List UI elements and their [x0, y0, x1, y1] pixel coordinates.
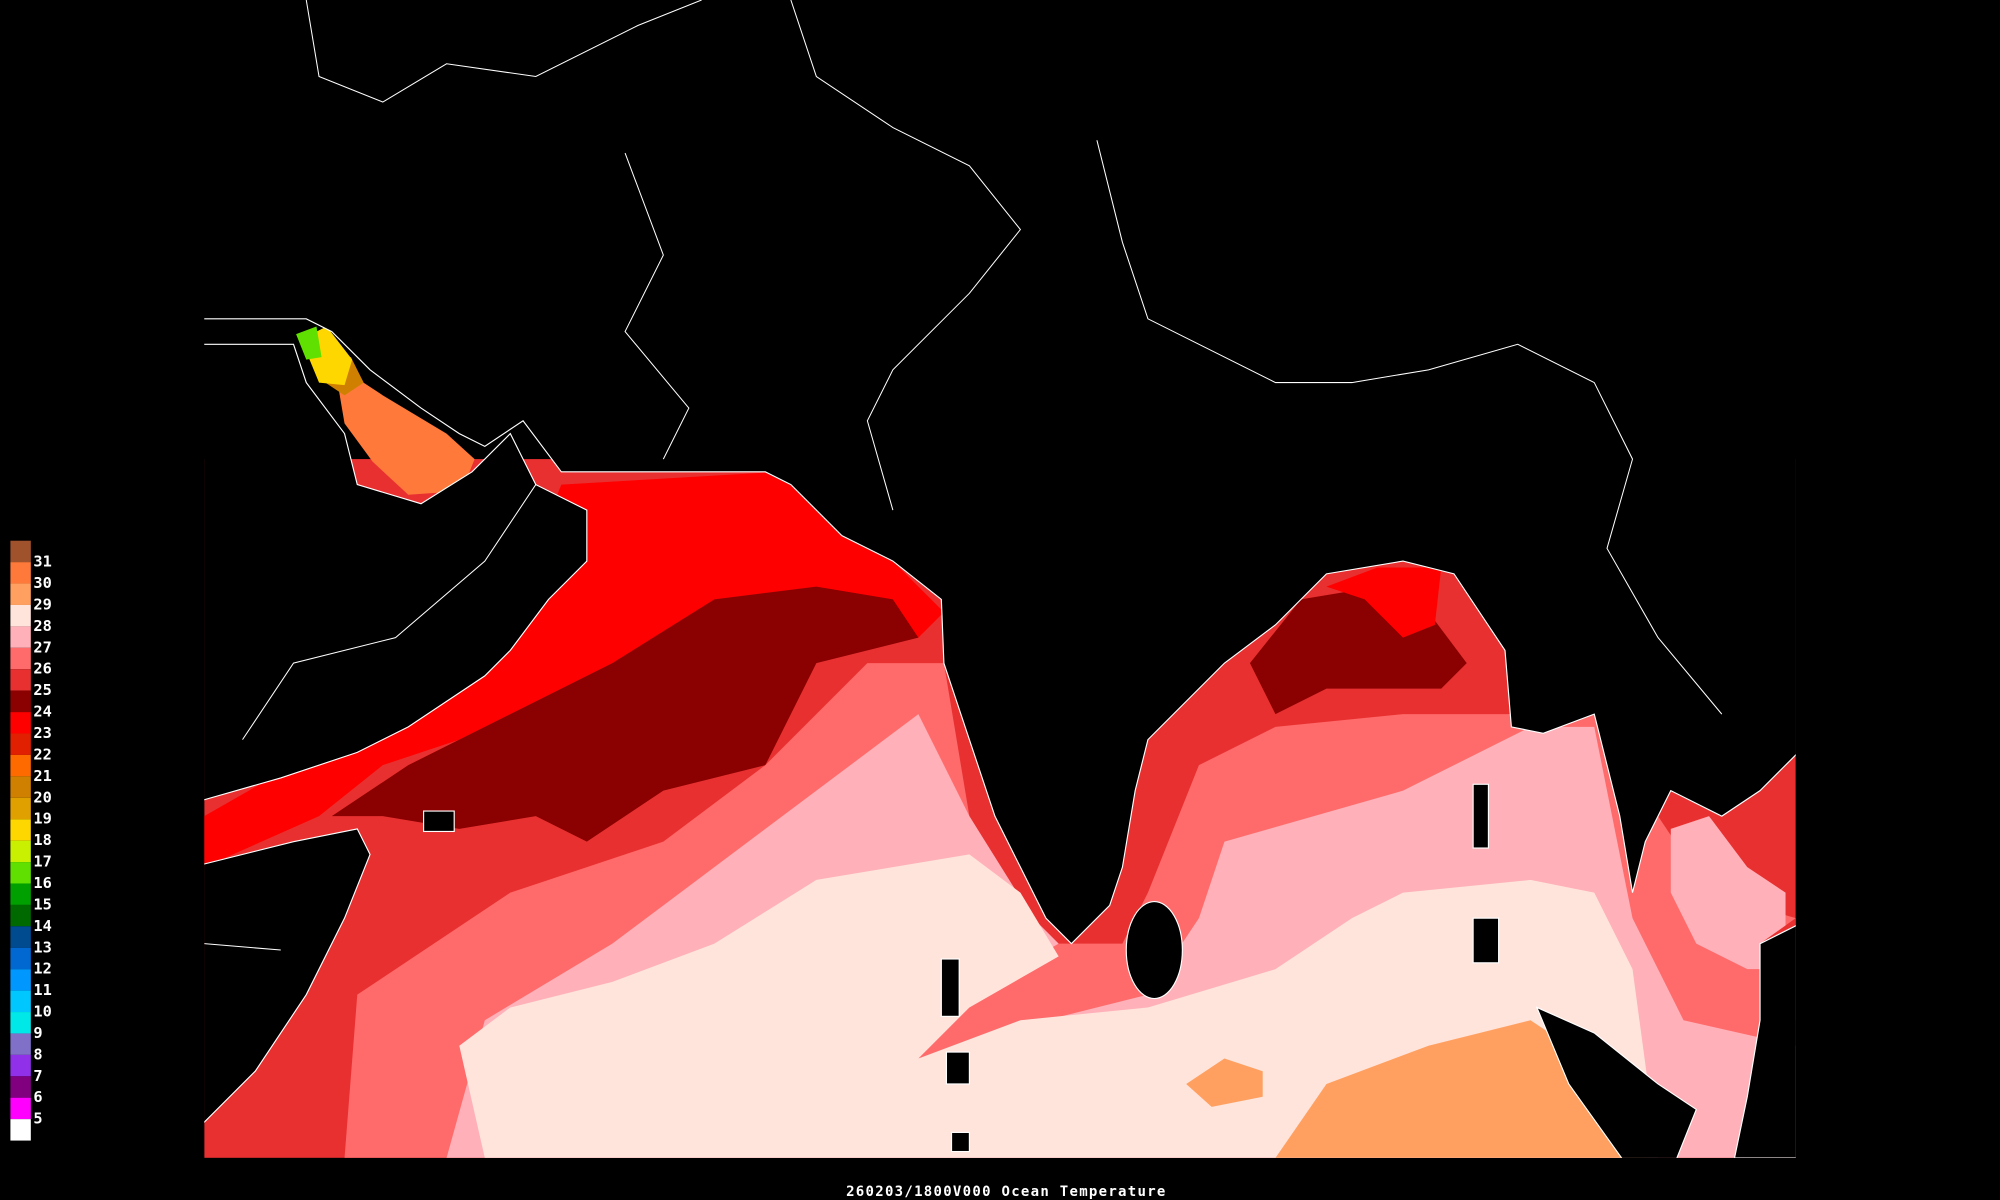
legend-swatch: [10, 669, 31, 691]
legend: 31 30 29 28 27 26 25 24 23 22 21 20 19 18 17 16 15 14 13 12…: [10, 540, 52, 1141]
island: [1472, 917, 1500, 964]
legend-label: 10: [33, 1003, 51, 1021]
border: [305, 0, 702, 103]
legend-swatch: [10, 904, 31, 927]
legend-swatch: [10, 1097, 31, 1120]
legend-label: 24: [33, 703, 51, 721]
legend-swatch: [10, 990, 31, 1013]
legend-swatch: [10, 883, 31, 905]
legend-label: 22: [33, 745, 51, 763]
legend-swatch: [10, 690, 31, 713]
sst-23: [204, 471, 944, 868]
legend-label: 28: [33, 617, 51, 635]
legend-swatch: [10, 647, 31, 670]
legend-swatch: [10, 540, 31, 563]
legend-label: 17: [33, 853, 51, 871]
land-southeast-asia: [1733, 925, 1796, 1158]
legend-label: 25: [33, 681, 51, 699]
border: [242, 484, 537, 740]
legend-label: 9: [33, 1024, 42, 1042]
legend-label: 19: [33, 810, 51, 828]
legend-swatch: [10, 562, 31, 584]
legend-label: 15: [33, 895, 51, 913]
sst-29: [1275, 1020, 1646, 1158]
island: [423, 810, 455, 833]
legend-swatch: [10, 1054, 31, 1077]
legend-label: 5: [33, 1110, 42, 1128]
land-sri-lanka: [1125, 901, 1183, 1000]
island: [950, 1131, 970, 1153]
legend-label: 31: [33, 553, 51, 571]
sst-29-blob: [1186, 1058, 1263, 1107]
legend-swatch: [10, 819, 31, 841]
sst-24: [331, 586, 919, 842]
legend-label: 6: [33, 1088, 42, 1106]
land-africa: [204, 828, 371, 1123]
legend-label: 21: [33, 767, 51, 785]
legend-label: 8: [33, 1045, 42, 1063]
legend-label: 11: [33, 981, 51, 999]
legend-swatch: [10, 1076, 31, 1098]
legend-swatch: [10, 733, 31, 755]
island: [945, 1051, 970, 1085]
legend-swatch: [10, 776, 31, 798]
legend-label: 14: [33, 917, 51, 935]
legend-label: 13: [33, 938, 51, 956]
legend-swatch: [10, 1033, 31, 1055]
legend-label: 26: [33, 660, 51, 678]
island: [1472, 783, 1489, 849]
legend-swatch: [10, 754, 31, 777]
caption: 260203/1800V000 Ocean Temperature: [846, 1184, 1167, 1200]
land-north: [204, 0, 1796, 945]
border: [624, 152, 690, 460]
legend-swatch: [10, 604, 31, 627]
legend-swatch: [10, 969, 31, 991]
legend-swatch: [10, 926, 31, 948]
land: [204, 0, 1796, 1158]
legend-swatch: [10, 1012, 31, 1034]
border: [204, 943, 281, 951]
legend-swatch: [10, 626, 31, 648]
sst-27-east: [1670, 816, 1786, 970]
legend-swatch: [10, 1119, 31, 1141]
legend-swatch: [10, 583, 31, 605]
border: [790, 0, 1022, 511]
legend-label: 29: [33, 595, 51, 613]
legend-label: 7: [33, 1067, 42, 1085]
legend-swatch: [10, 712, 31, 734]
legend-label: 30: [33, 574, 51, 592]
land-sumatra: [1535, 1006, 1697, 1158]
gulf-sst-21: [334, 363, 475, 495]
gulf-sst-16: [296, 326, 322, 360]
land-arabia: [204, 343, 588, 801]
border: [1096, 140, 1723, 715]
island: [940, 958, 960, 1017]
legend-label: 20: [33, 788, 51, 806]
legend-swatch: [10, 947, 31, 970]
legend-swatch: [10, 840, 31, 863]
legend-swatch: [10, 797, 31, 820]
sst-23-bay: [1326, 567, 1442, 638]
legend-swatch: [10, 862, 31, 884]
legend-label: 12: [33, 960, 51, 978]
legend-label: 18: [33, 831, 51, 849]
legend-label: 27: [33, 638, 51, 656]
legend-label: 16: [33, 874, 51, 892]
legend-label: 23: [33, 724, 51, 742]
